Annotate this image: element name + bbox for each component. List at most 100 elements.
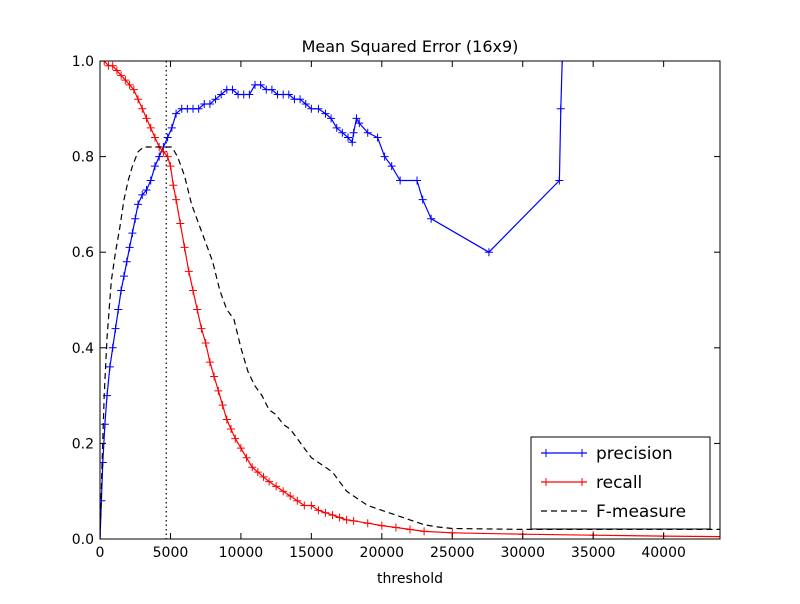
chart-title: Mean Squared Error (16x9) [302,37,519,56]
data-point-marker [122,257,131,266]
data-point-marker [484,248,493,257]
x-tick-label: 25000 [430,545,475,561]
data-point-marker [307,501,316,510]
data-point-marker [321,109,330,118]
data-point-marker [205,358,214,367]
data-point-marker [321,508,330,517]
data-point-marker [134,95,143,104]
data-point-marker [327,114,336,123]
data-point-marker [427,214,436,223]
data-point-marker [256,80,265,89]
data-point-marker [121,76,130,85]
data-point-marker [355,119,364,128]
data-point-marker [349,128,358,137]
data-point-marker [142,186,151,195]
data-point-marker [211,95,220,104]
data-point-marker [159,147,168,156]
data-point-marker [108,61,117,70]
data-point-marker [100,61,109,65]
legend-label: F-measure [596,502,686,522]
data-point-marker [265,477,274,486]
x-tick-label: 20000 [360,545,405,561]
data-point-marker [396,176,405,185]
data-point-marker [293,496,302,505]
data-point-marker [142,114,151,123]
data-point-marker [210,372,219,381]
data-point-marker [307,104,316,113]
data-point-marker [217,90,226,99]
x-tick-label: 30000 [500,545,545,561]
data-point-marker [131,214,140,223]
data-point-marker [166,162,175,171]
series-layer [100,61,720,539]
x-tick-label: 15000 [289,545,334,561]
data-point-marker [555,176,564,185]
y-tick-label: 1.0 [72,54,94,70]
series-precision [100,61,567,539]
data-point-marker [391,523,400,532]
data-point-marker [413,176,422,185]
data-point-marker [138,190,147,199]
data-point-marker [146,123,155,132]
data-point-marker [105,362,114,371]
data-point-marker [716,532,720,539]
x-axis-label: threshold [377,571,443,587]
data-point-marker [344,133,352,142]
data-point-marker [163,152,172,161]
data-point-marker [214,386,223,395]
x-tick-label: 0 [96,545,105,561]
data-point-marker [197,324,206,333]
data-point-marker [163,133,172,142]
data-point-marker [328,511,337,520]
x-tick-label: 10000 [219,545,264,561]
data-point-marker [111,324,120,333]
data-point-marker [338,128,347,137]
data-point-marker [420,527,429,536]
data-point-marker [272,482,281,491]
y-tick-label: 0.6 [72,245,94,261]
x-tick-label: 5000 [153,545,189,561]
legend-marker [578,478,586,486]
data-point-marker [363,519,372,528]
data-point-marker [332,123,341,132]
data-point-marker [387,162,396,171]
data-point-marker [138,104,147,113]
data-point-marker [406,525,414,534]
data-point-marker [300,501,309,510]
data-point-marker [296,95,305,104]
series-line [100,146,720,539]
data-point-marker [222,415,231,424]
legend: precision recall F-measure [530,436,711,530]
data-point-marker [117,71,126,80]
data-point-marker [134,200,143,209]
data-point-marker [377,521,386,530]
data-point-marker [373,133,382,142]
data-point-marker [301,100,310,109]
data-point-marker [228,85,237,94]
y-tick-label: 0.8 [72,150,94,166]
x-tick-label: 35000 [571,545,616,561]
data-point-marker [352,114,361,123]
legend-label: recall [596,473,642,493]
data-point-marker [129,85,138,94]
data-point-marker [201,339,210,348]
data-point-marker [314,506,323,515]
data-point-marker [193,305,202,314]
data-point-marker [117,286,126,295]
legend-marker [542,478,550,486]
legend-box [530,436,711,530]
data-point-marker [169,181,178,190]
data-point-marker [125,80,134,89]
y-tick-label: 0.0 [72,532,94,548]
plot-frame [99,60,721,540]
data-point-marker [172,109,181,118]
data-point-marker [114,305,123,314]
data-point-marker [236,444,245,453]
data-point-marker [172,195,181,204]
data-point-marker [184,267,193,276]
data-point-marker [176,219,185,228]
data-point-marker [194,104,203,113]
data-point-marker [556,104,565,113]
data-point-marker [267,85,276,94]
data-point-marker [418,195,427,204]
